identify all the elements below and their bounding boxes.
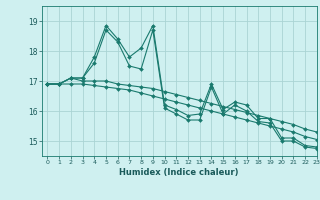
X-axis label: Humidex (Indice chaleur): Humidex (Indice chaleur): [119, 168, 239, 177]
